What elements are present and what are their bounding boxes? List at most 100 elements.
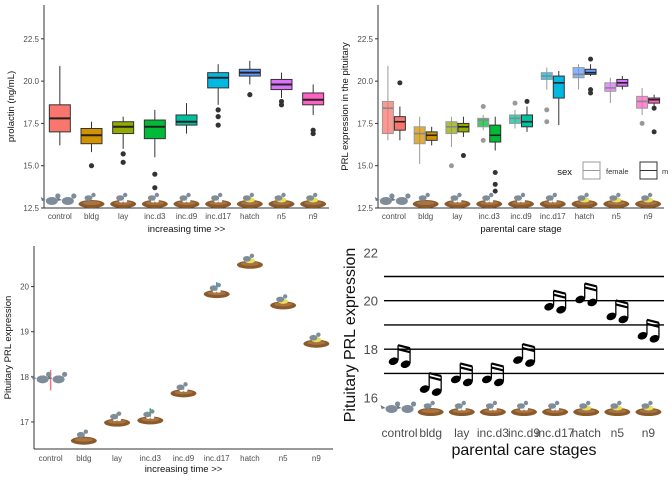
note-head xyxy=(587,298,598,307)
box-female-hatch xyxy=(572,64,585,90)
box-body xyxy=(393,116,406,131)
nest-icon-4 xyxy=(173,192,200,208)
bird-head xyxy=(461,400,466,406)
nest-inner xyxy=(174,390,193,395)
note-inc.d17 xyxy=(544,289,567,314)
box-outlier-point xyxy=(588,56,594,62)
point-bldg xyxy=(70,429,97,445)
bird-body xyxy=(242,195,251,201)
bird-body xyxy=(143,411,152,418)
nest-inner xyxy=(114,201,133,205)
box-female-control xyxy=(381,65,394,141)
box-outlier-point xyxy=(651,129,657,135)
bird-head xyxy=(316,332,321,337)
box-female-bldg xyxy=(413,116,426,165)
bird-head xyxy=(425,192,430,198)
bird-body xyxy=(84,195,93,201)
bird-head xyxy=(389,193,395,199)
point-inc.d17 xyxy=(203,282,230,299)
y-axis-title: prolactin (ng/mL) xyxy=(6,71,17,142)
nest-icon-2 xyxy=(444,192,471,208)
control-bird-icon xyxy=(40,193,61,205)
bird-body xyxy=(110,413,119,420)
egg xyxy=(461,407,466,411)
legend-title: sex xyxy=(557,167,572,178)
egg xyxy=(117,418,122,422)
nest-inner xyxy=(546,409,565,413)
y-tick-label: 17.5 xyxy=(357,119,373,128)
nest-icon-2 xyxy=(448,400,475,416)
box-outlier-point xyxy=(480,137,486,143)
bird-head xyxy=(520,192,526,198)
x-tick-label: hatch xyxy=(240,212,260,221)
y-tick-label: 12.5 xyxy=(357,204,373,213)
note-n9 xyxy=(637,318,660,343)
box-n9 xyxy=(302,84,325,137)
bird-body xyxy=(610,403,619,409)
bird-body xyxy=(116,195,125,201)
bird-head xyxy=(186,192,191,198)
nest-icon xyxy=(137,409,164,425)
box-outlier-point xyxy=(492,181,498,187)
nest-inner xyxy=(607,201,626,205)
box-outlier-point xyxy=(152,185,158,191)
x-tick-label: control xyxy=(382,426,418,440)
bird-body xyxy=(482,195,491,201)
y-tick-label: 17 xyxy=(20,418,29,427)
x-tick-label: n9 xyxy=(312,454,321,463)
note-beam xyxy=(428,376,442,382)
box-bldg xyxy=(80,121,103,169)
nest-icon-3 xyxy=(479,400,506,416)
bird-body xyxy=(211,195,220,201)
box-outlier-point xyxy=(460,153,466,159)
bird-body xyxy=(179,195,188,201)
x-tick-label: inc.d9 xyxy=(173,454,195,463)
bird-head xyxy=(312,192,318,198)
y-tick-label: 20.0 xyxy=(23,77,39,86)
box-outlier-point xyxy=(88,163,95,169)
bird-body xyxy=(385,405,398,413)
bird-body xyxy=(395,197,408,205)
bird-body xyxy=(176,384,185,391)
box-female-inc.d17 xyxy=(540,67,553,125)
box-body xyxy=(572,67,585,79)
bird-head xyxy=(584,192,589,198)
nest-inner xyxy=(575,201,594,205)
box-outlier-point xyxy=(215,122,221,128)
bird-head xyxy=(489,192,494,198)
x-tick-label: inc.d17 xyxy=(204,454,230,463)
control-bird-icon xyxy=(396,401,417,413)
bird-body xyxy=(274,195,283,201)
note-n5 xyxy=(606,299,629,324)
box-outlier-point xyxy=(544,119,550,125)
note-beam xyxy=(397,348,411,354)
nest-inner xyxy=(512,201,530,205)
egg xyxy=(218,199,223,203)
bird-body xyxy=(641,403,650,409)
note-beam xyxy=(646,318,660,324)
box-m-inc.d3 xyxy=(489,116,502,194)
bird-head xyxy=(552,192,557,198)
box-m-n5 xyxy=(616,76,629,90)
x-tick-label: lay xyxy=(452,212,462,221)
bird-head xyxy=(586,400,591,406)
x-tick-label: inc.d17 xyxy=(540,212,566,221)
box-body xyxy=(425,131,438,141)
x-tick-label: bldg xyxy=(76,454,91,463)
y-tick-label: 22.5 xyxy=(23,35,39,44)
y-tick-label: 20.0 xyxy=(357,77,373,86)
box-outlier-point xyxy=(397,80,403,86)
nest-icon-7 xyxy=(604,400,631,416)
control-bird-icon xyxy=(56,193,77,205)
nest-inner xyxy=(608,409,627,413)
nest-inner xyxy=(177,201,196,205)
note-head xyxy=(649,334,660,343)
nest-inner xyxy=(480,201,499,205)
box-body xyxy=(584,68,597,75)
bird-body xyxy=(454,403,463,409)
x-tick-label: hatch xyxy=(572,426,601,440)
note-head xyxy=(431,388,442,396)
box-outlier-point xyxy=(120,151,126,157)
box-outlier-point xyxy=(215,107,221,113)
